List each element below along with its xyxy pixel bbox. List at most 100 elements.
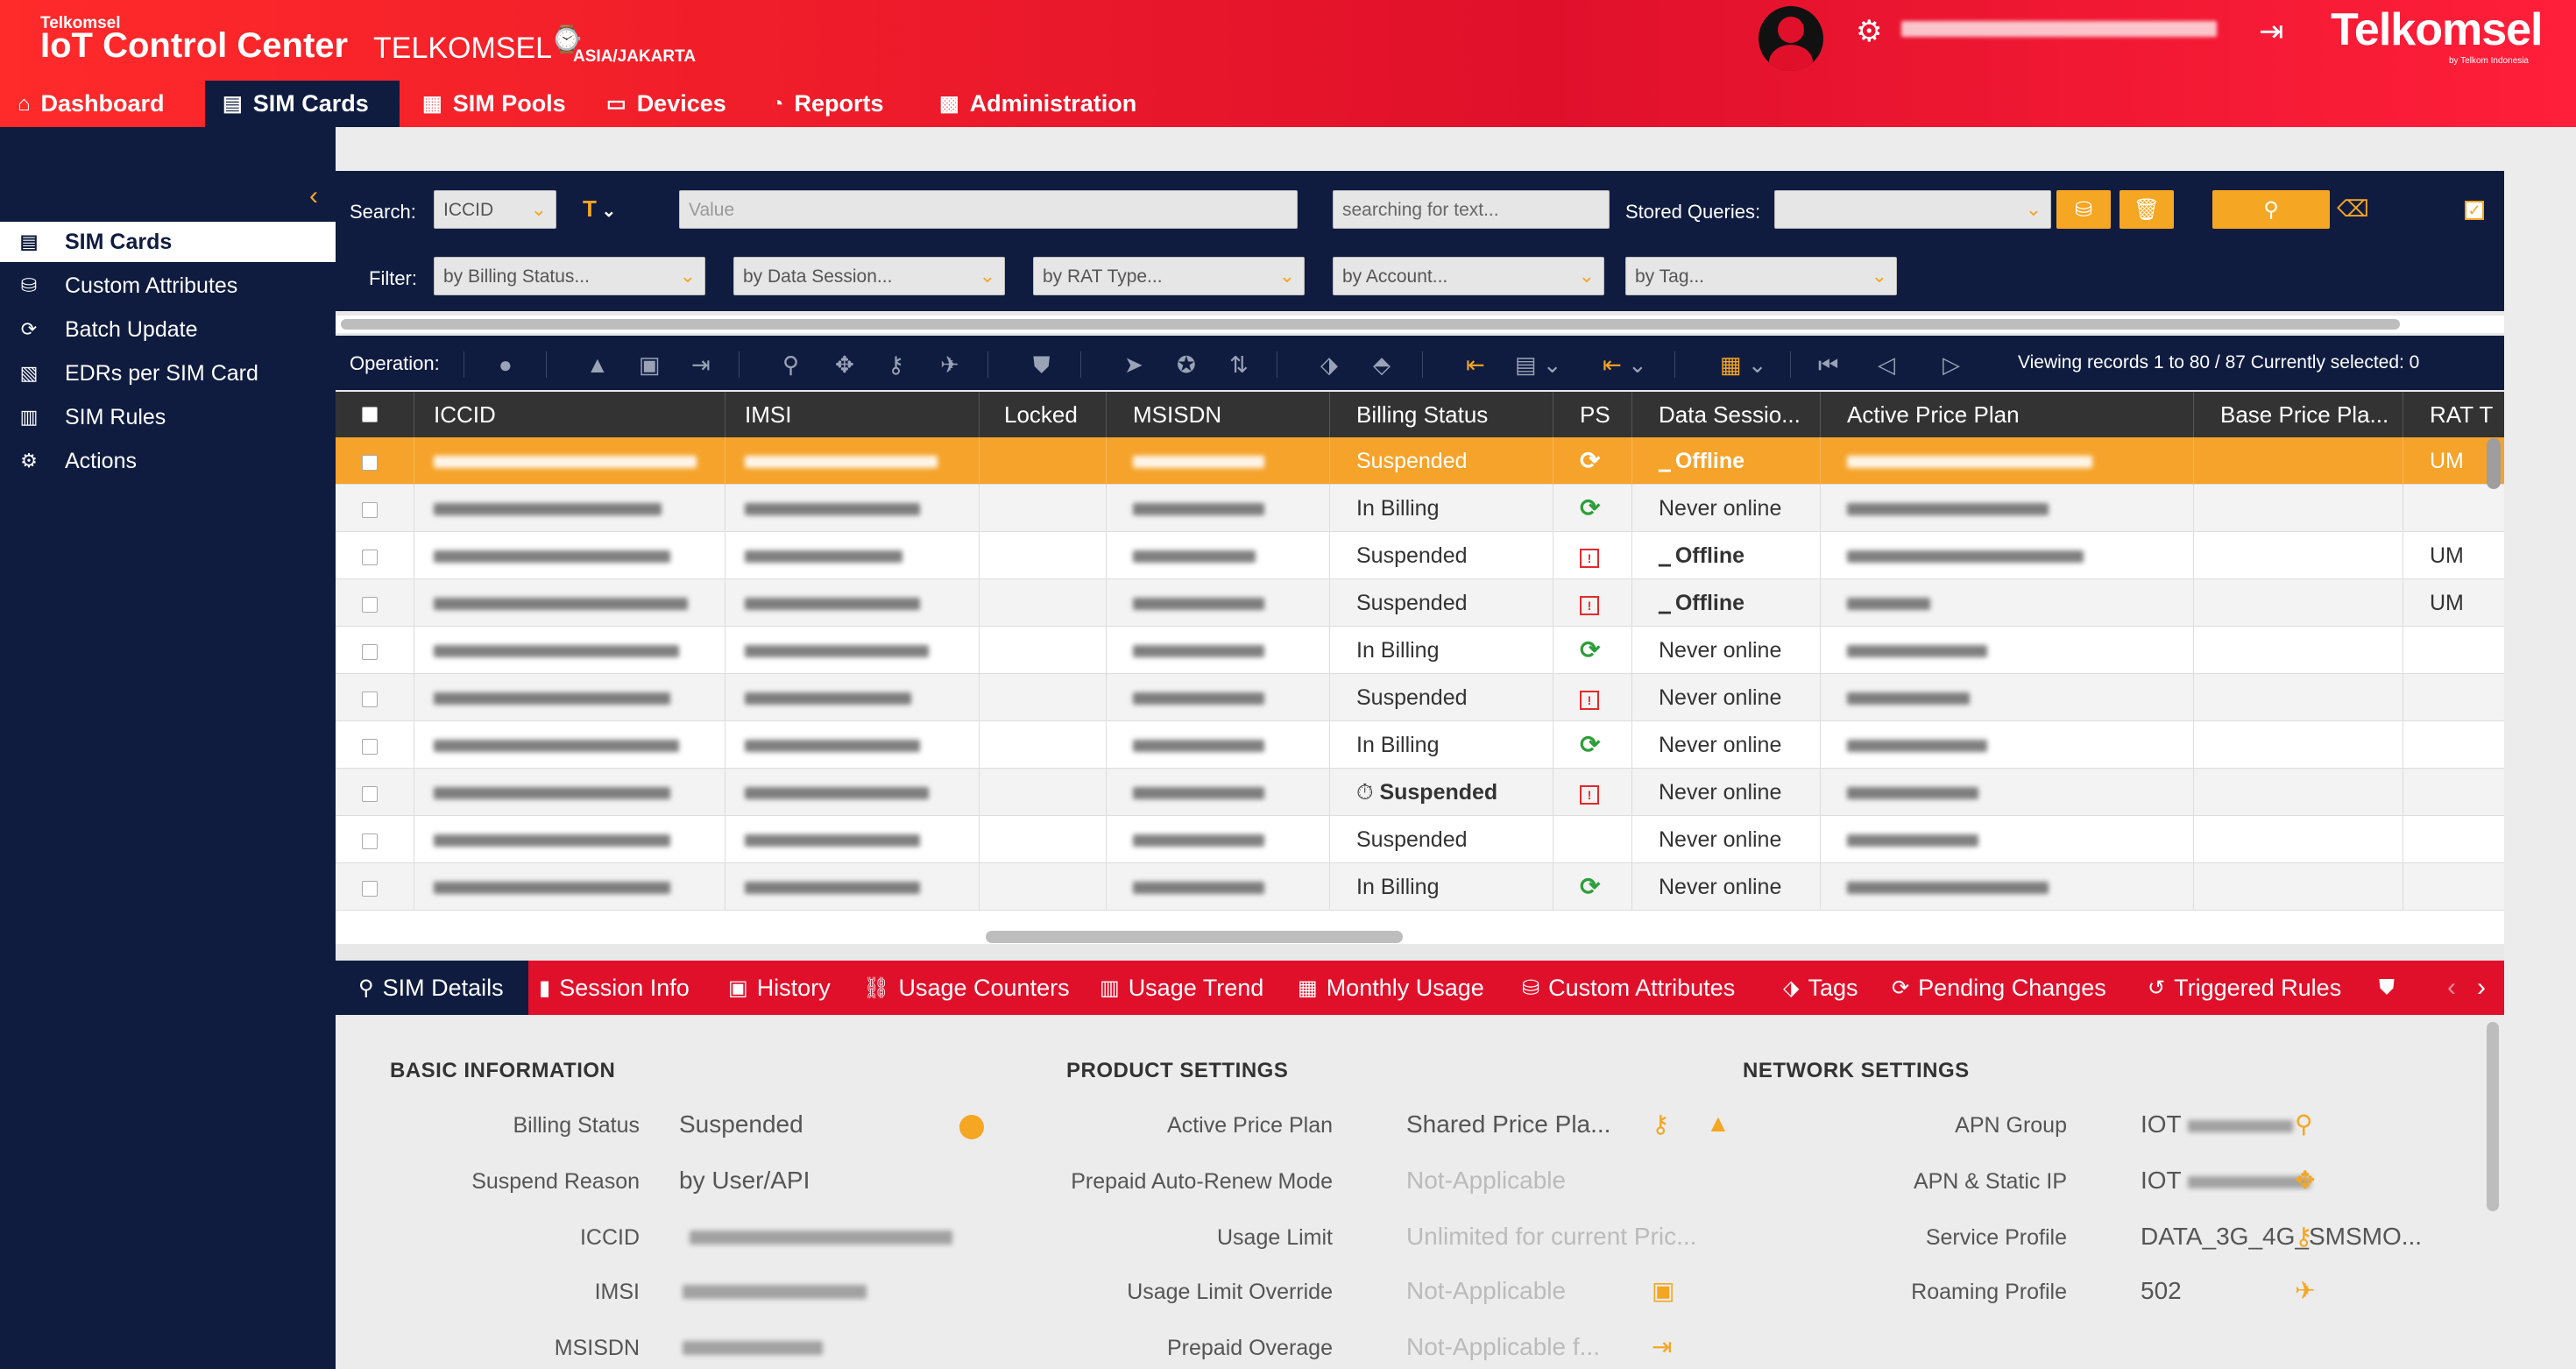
import-icon[interactable]: ⇤ ⌄ xyxy=(1603,351,1647,378)
tab-sim-details[interactable]: ⚲ SIM Details xyxy=(336,961,528,1015)
col-locked[interactable]: Locked xyxy=(980,392,1107,437)
select-all-checkbox[interactable] xyxy=(362,407,378,422)
avatar[interactable] xyxy=(1759,6,1823,71)
apn-icon[interactable]: ⚲ xyxy=(782,351,800,378)
col-iccid[interactable]: ICCID xyxy=(414,392,725,437)
text-size-icon[interactable]: T ⌄ xyxy=(583,195,617,222)
table-row[interactable]: Suspended! ▁ Offline UM xyxy=(336,532,2504,579)
table-row[interactable]: Suspended ⟳ ▁ Offline UM xyxy=(336,437,2504,485)
status-icon[interactable]: ● xyxy=(499,351,513,378)
col-base-price-plan[interactable]: Base Price Pla... xyxy=(2194,392,2403,437)
lock-icon[interactable]: ▲ xyxy=(586,351,609,378)
filter-rat-type[interactable]: by RAT Type... ⌄ xyxy=(1033,257,1305,295)
plan-icon[interactable]: ▣ xyxy=(639,351,661,378)
table-row[interactable]: In Billing ⟳ Never online xyxy=(336,863,2504,911)
filter-scrollbar[interactable] xyxy=(336,316,2504,333)
table-row[interactable]: Suspended! ▁ Offline UM xyxy=(336,579,2504,627)
col-ps[interactable]: PS xyxy=(1553,392,1632,437)
service-profile-icon[interactable]: ⚷ xyxy=(888,351,905,378)
columns-icon[interactable]: ▦ ⌄ xyxy=(1720,351,1767,378)
tab-session-info[interactable]: ▮ Session Info xyxy=(539,974,690,1001)
col-billing-status[interactable]: Billing Status xyxy=(1330,392,1553,437)
row-checkbox[interactable] xyxy=(362,644,378,660)
col-active-price-plan[interactable]: Active Price Plan xyxy=(1821,392,2194,437)
row-checkbox[interactable] xyxy=(362,833,378,849)
table-row[interactable]: In Billing ⟳ Never online xyxy=(336,485,2504,532)
text-search-input[interactable]: searching for text... xyxy=(1333,190,1610,229)
filter-billing-status[interactable]: by Billing Status... ⌄ xyxy=(434,257,705,295)
option-checkbox[interactable]: ✓ xyxy=(2465,201,2484,220)
status-dot-icon[interactable] xyxy=(959,1115,984,1139)
save-query-button[interactable]: ⛁ xyxy=(2056,190,2111,229)
clear-search-icon[interactable]: ⌫ xyxy=(2337,195,2369,222)
first-page-icon[interactable]: ⏮ xyxy=(1818,351,1839,378)
diagnostics-icon[interactable]: ✪ xyxy=(1177,351,1196,378)
tabs-prev-icon[interactable]: ‹ xyxy=(2447,973,2456,1002)
nav-administration[interactable]: ▩ Administration xyxy=(939,90,1137,117)
nav-sim-pools[interactable]: ▦ SIM Pools xyxy=(422,90,566,117)
search-button[interactable]: ⚲ xyxy=(2212,190,2330,229)
sidebar-item-custom-attributes[interactable]: ⛁ Custom Attributes xyxy=(0,266,336,306)
row-checkbox[interactable] xyxy=(362,881,378,897)
search-field-select[interactable]: ICCID ⌄ xyxy=(434,190,556,229)
tab-custom-attributes[interactable]: ⛁ Custom Attributes xyxy=(1522,974,1736,1001)
transfer-icon[interactable]: ⇅ xyxy=(1229,351,1249,378)
row-checkbox[interactable] xyxy=(362,739,378,755)
sidebar-item-batch-update[interactable]: ⟳ Batch Update xyxy=(0,309,336,350)
sidebar-item-actions[interactable]: ⚙ Actions xyxy=(0,441,336,481)
row-checkbox[interactable] xyxy=(362,597,378,613)
sidebar-item-sim-rules[interactable]: ▥ SIM Rules xyxy=(0,397,336,437)
filter-tag[interactable]: by Tag... ⌄ xyxy=(1625,257,1897,295)
user-settings-icon[interactable]: ⚙ xyxy=(1856,15,1883,48)
table-row[interactable]: In Billing ⟳ Never online xyxy=(336,721,2504,769)
export-icon[interactable]: ⇥ xyxy=(1652,1333,1673,1360)
filter-data-session[interactable]: by Data Session... ⌄ xyxy=(733,257,1005,295)
row-checkbox[interactable] xyxy=(362,455,378,471)
table-horizontal-scrollbar[interactable] xyxy=(986,931,1403,943)
tab-tags[interactable]: ⬗ Tags xyxy=(1783,974,1858,1001)
nav-sim-cards[interactable]: ▤ SIM Cards xyxy=(205,81,400,127)
logout-icon[interactable]: ⇥ xyxy=(2259,15,2284,48)
notes-icon[interactable]: ▤ ⌄ xyxy=(1515,351,1562,378)
sidebar-item-edrs[interactable]: ▧ EDRs per SIM Card xyxy=(0,353,336,394)
value-input[interactable]: Value xyxy=(679,190,1298,229)
detail-scrollbar[interactable] xyxy=(2487,1022,2499,1211)
nav-devices[interactable]: ▭ Devices xyxy=(606,90,726,117)
row-checkbox[interactable] xyxy=(362,692,378,707)
tab-pending-changes[interactable]: ⟳ Pending Changes xyxy=(1892,974,2106,1001)
row-checkbox[interactable] xyxy=(362,550,378,565)
row-checkbox[interactable] xyxy=(362,502,378,518)
col-data-session[interactable]: Data Sessio... xyxy=(1632,392,1821,437)
tabs-next-icon[interactable]: › xyxy=(2477,973,2486,1002)
tag-icon[interactable]: ⬗ xyxy=(1320,351,1338,378)
collapse-sidebar-icon[interactable]: ‹ xyxy=(309,181,318,210)
col-rat-type[interactable]: RAT T xyxy=(2430,401,2494,428)
untag-icon[interactable]: ⬘ xyxy=(1373,351,1391,378)
override-icon[interactable]: ▣ xyxy=(1652,1277,1675,1304)
next-page-icon[interactable]: ▷ xyxy=(1943,351,1960,378)
shield-icon[interactable]: ⛊ xyxy=(1033,351,1051,378)
key-icon[interactable]: ⚷ xyxy=(1652,1110,1670,1138)
lock-icon[interactable]: ▲ xyxy=(1706,1110,1730,1137)
table-row[interactable]: ⏱ Suspended! Never online xyxy=(336,769,2504,816)
col-imsi[interactable]: IMSI xyxy=(725,392,980,437)
apn-icon[interactable]: ⚲ xyxy=(2295,1110,2313,1138)
export-icon[interactable]: ⇥ xyxy=(691,351,711,378)
roaming-icon[interactable]: ✈ xyxy=(940,351,959,378)
tab-usage-counters[interactable]: ⛓ Usage Counters xyxy=(863,974,1070,1001)
tab-usage-trend[interactable]: ▥ Usage Trend xyxy=(1100,974,1264,1001)
history-icon[interactable]: ⇤ xyxy=(1466,351,1485,378)
static-ip-icon[interactable]: ✥ xyxy=(835,351,854,378)
tab-monthly-usage[interactable]: ▦ Monthly Usage xyxy=(1298,974,1484,1001)
nav-dashboard[interactable]: ⌂ Dashboard xyxy=(18,90,165,117)
table-row[interactable]: Suspended! Never online xyxy=(336,674,2504,721)
row-checkbox[interactable] xyxy=(362,786,378,802)
service-profile-icon[interactable]: ⚷ xyxy=(2295,1223,2313,1250)
col-msisdn[interactable]: MSISDN xyxy=(1107,392,1330,437)
nav-reports[interactable]: ◔ Reports xyxy=(771,90,884,117)
delete-query-button[interactable]: 🗑 xyxy=(2120,190,2174,229)
tab-more[interactable]: ⛊ xyxy=(2379,961,2395,1015)
filter-account[interactable]: by Account... ⌄ xyxy=(1333,257,1604,295)
tab-triggered-rules[interactable]: ↺ Triggered Rules xyxy=(2148,974,2342,1001)
prev-page-icon[interactable]: ◁ xyxy=(1878,351,1895,378)
